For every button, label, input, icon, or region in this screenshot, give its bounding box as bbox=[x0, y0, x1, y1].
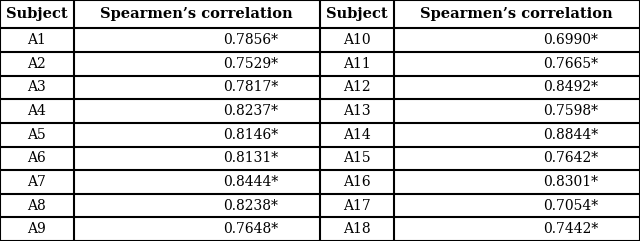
Text: 0.8131*: 0.8131* bbox=[223, 151, 278, 165]
Text: A6: A6 bbox=[28, 151, 46, 165]
Text: 0.8844*: 0.8844* bbox=[543, 128, 598, 142]
Text: 0.7817*: 0.7817* bbox=[223, 80, 278, 94]
Text: A14: A14 bbox=[343, 128, 371, 142]
Text: A3: A3 bbox=[28, 80, 46, 94]
Text: Spearmen’s correlation: Spearmen’s correlation bbox=[420, 7, 613, 21]
Text: 0.7642*: 0.7642* bbox=[543, 151, 598, 165]
Text: 0.8146*: 0.8146* bbox=[223, 128, 278, 142]
Text: A7: A7 bbox=[28, 175, 46, 189]
Text: A8: A8 bbox=[28, 199, 46, 213]
Text: Spearmen’s correlation: Spearmen’s correlation bbox=[100, 7, 293, 21]
Text: Subject: Subject bbox=[6, 7, 68, 21]
Text: A16: A16 bbox=[343, 175, 371, 189]
Text: 0.8301*: 0.8301* bbox=[543, 175, 598, 189]
Text: A10: A10 bbox=[343, 33, 371, 47]
Text: 0.7648*: 0.7648* bbox=[223, 222, 278, 236]
Text: A1: A1 bbox=[28, 33, 46, 47]
Text: 0.6990*: 0.6990* bbox=[543, 33, 598, 47]
Text: A11: A11 bbox=[343, 57, 371, 71]
Text: 0.7665*: 0.7665* bbox=[543, 57, 598, 71]
Text: 0.8238*: 0.8238* bbox=[223, 199, 278, 213]
Text: A18: A18 bbox=[343, 222, 371, 236]
Text: 0.7054*: 0.7054* bbox=[543, 199, 598, 213]
Text: 0.7529*: 0.7529* bbox=[223, 57, 278, 71]
Text: Subject: Subject bbox=[326, 7, 388, 21]
Text: A4: A4 bbox=[28, 104, 46, 118]
Text: A9: A9 bbox=[28, 222, 46, 236]
Text: A12: A12 bbox=[343, 80, 371, 94]
Text: A17: A17 bbox=[343, 199, 371, 213]
Text: 0.8492*: 0.8492* bbox=[543, 80, 598, 94]
Text: A15: A15 bbox=[343, 151, 371, 165]
Text: 0.8237*: 0.8237* bbox=[223, 104, 278, 118]
Text: 0.7856*: 0.7856* bbox=[223, 33, 278, 47]
Text: 0.7598*: 0.7598* bbox=[543, 104, 598, 118]
Text: A13: A13 bbox=[343, 104, 371, 118]
Text: A2: A2 bbox=[28, 57, 46, 71]
Text: 0.8444*: 0.8444* bbox=[223, 175, 278, 189]
Text: 0.7442*: 0.7442* bbox=[543, 222, 598, 236]
Text: A5: A5 bbox=[28, 128, 46, 142]
